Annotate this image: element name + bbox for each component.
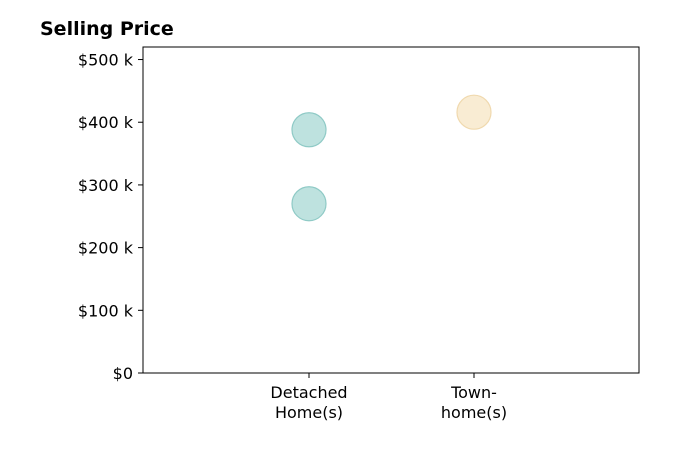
x-tick-label-line1: Detached xyxy=(270,383,347,402)
y-axis: $0 $100 k $200 k $300 k $400 k $500 k xyxy=(78,51,143,383)
y-tick-label: $0 xyxy=(113,364,133,383)
points-layer xyxy=(291,94,492,222)
plot-frame xyxy=(142,46,640,374)
data-point-0 xyxy=(291,112,327,148)
x-tick-label-line2: home(s) xyxy=(441,403,507,422)
y-tick-label: $300 k xyxy=(78,176,134,195)
x-tick-label-line1: Town- xyxy=(450,383,497,402)
data-point-2 xyxy=(456,94,492,130)
y-tick-label: $200 k xyxy=(78,239,134,258)
y-tick-label: $500 k xyxy=(78,51,134,70)
x-tick-label-line2: Home(s) xyxy=(275,403,343,422)
y-tick-label: $400 k xyxy=(78,113,134,132)
y-tick-label: $100 k xyxy=(78,301,134,320)
chart-title: Selling Price xyxy=(40,18,174,40)
data-point-1 xyxy=(291,186,327,222)
